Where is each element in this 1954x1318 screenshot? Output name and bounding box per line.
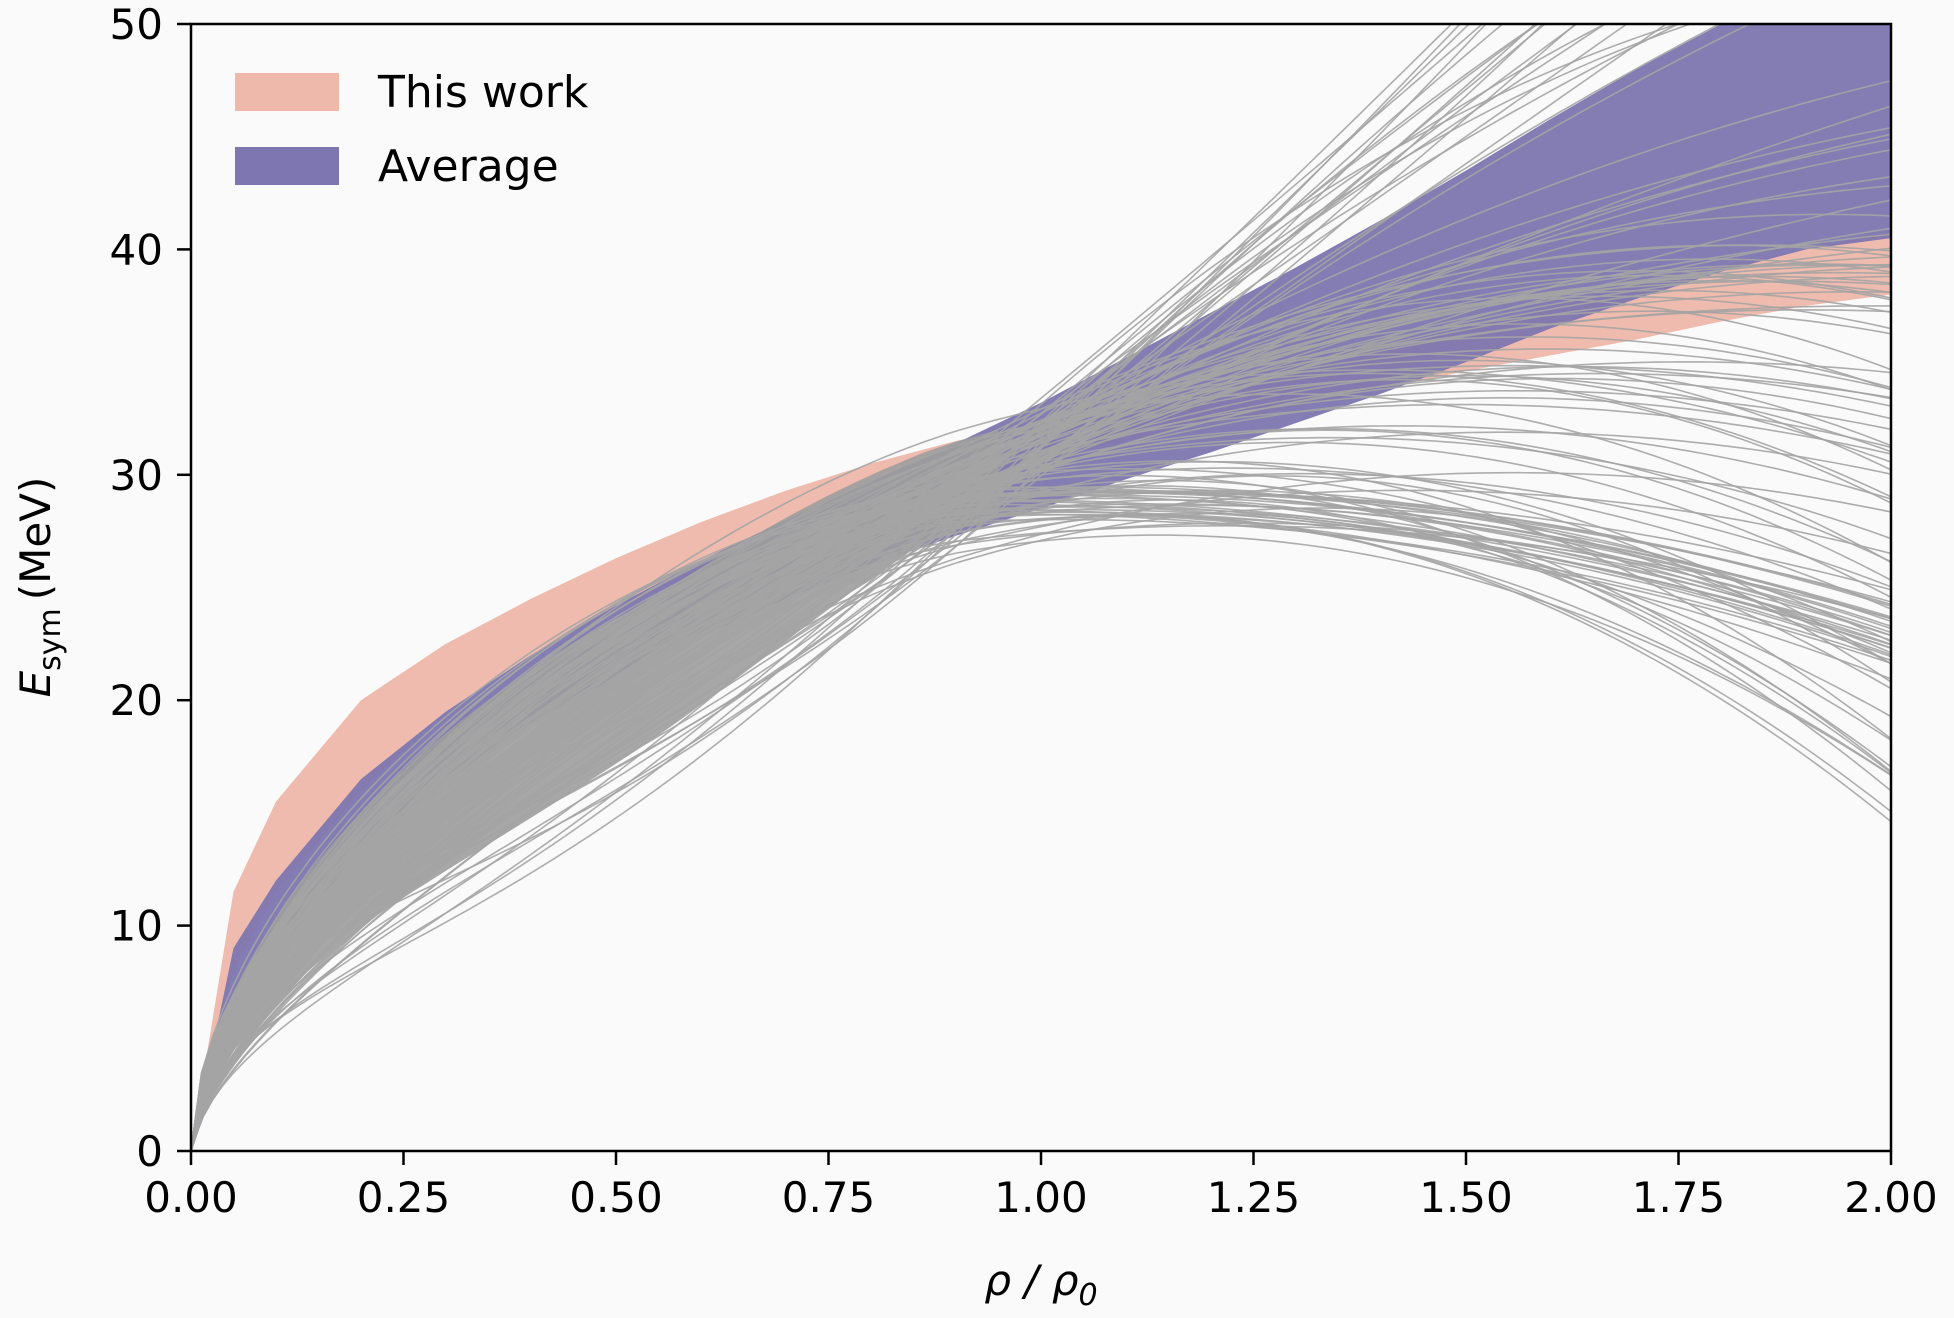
model-curve bbox=[191, 499, 1891, 1151]
model-curve bbox=[191, 500, 1891, 1151]
model-curve bbox=[191, 485, 1891, 1151]
x-tick-label: 1.00 bbox=[994, 1173, 1088, 1222]
model-curve bbox=[191, 522, 1891, 1151]
x-tick-label: 1.25 bbox=[1207, 1173, 1301, 1222]
svg-text:ρ / ρ0: ρ / ρ0 bbox=[984, 1256, 1097, 1313]
model-curve bbox=[191, 378, 1891, 1151]
model-curve bbox=[191, 515, 1891, 1151]
model-curve bbox=[191, 264, 1891, 1151]
model-curve bbox=[191, 436, 1891, 1151]
model-curve bbox=[191, 305, 1891, 1151]
y-tick-label: 10 bbox=[110, 902, 163, 951]
x-axis: 0.00 0.25 0.50 0.75 1.00 1.25 1.50 1.75 2.00 bbox=[144, 1151, 1938, 1222]
x-tick-label: 0.75 bbox=[782, 1173, 876, 1222]
x-tick-label: 1.75 bbox=[1632, 1173, 1726, 1222]
y-tick-label: 50 bbox=[110, 0, 163, 49]
legend-swatch-this-work-accent bbox=[235, 73, 339, 111]
x-axis-label: ρ / ρ0 bbox=[984, 1256, 1097, 1313]
model-curve bbox=[191, 490, 1891, 1151]
model-curve bbox=[191, 474, 1891, 1151]
x-tick-label: 1.50 bbox=[1419, 1173, 1513, 1222]
model-curve bbox=[191, 467, 1891, 1151]
y-tick-label: 40 bbox=[110, 225, 163, 274]
model-curve bbox=[191, 213, 1891, 1151]
model-curve bbox=[191, 348, 1891, 1151]
model-curve bbox=[191, 518, 1891, 1151]
x-tick-label: 0.00 bbox=[144, 1173, 238, 1222]
model-curve bbox=[191, 441, 1891, 1151]
model-curve bbox=[191, 499, 1891, 1151]
legend-swatch-this-work bbox=[235, 73, 339, 111]
legend-label-average: Average bbox=[378, 141, 559, 192]
model-curve bbox=[191, 506, 1891, 1151]
model-curve bbox=[191, 244, 1891, 1151]
x-tick-label: 2.00 bbox=[1844, 1173, 1938, 1222]
y-tick-label: 0 bbox=[136, 1127, 163, 1176]
model-curve bbox=[191, 263, 1891, 1151]
legend-swatch-average bbox=[235, 147, 339, 185]
y-tick-label: 20 bbox=[110, 676, 163, 725]
legend: This work Average bbox=[235, 67, 589, 192]
plot-area bbox=[191, 24, 1891, 1151]
model-curve bbox=[191, 353, 1891, 1151]
y-tick-label: 30 bbox=[110, 451, 163, 500]
legend-label-this-work: This work bbox=[377, 67, 589, 118]
model-curve bbox=[191, 513, 1891, 1151]
y-axis-label: Esym (MeV) bbox=[11, 477, 68, 698]
y-axis: 0 10 20 30 40 50 bbox=[110, 0, 191, 1176]
y-axis-label-unit: (MeV) bbox=[11, 477, 60, 601]
x-tick-label: 0.25 bbox=[357, 1173, 451, 1222]
y-axis-label-main: E bbox=[11, 670, 60, 697]
model-curve bbox=[191, 512, 1891, 1151]
x-tick-label: 0.50 bbox=[569, 1173, 663, 1222]
model-curve bbox=[191, 80, 1891, 1151]
model-curve bbox=[191, 24, 1681, 1151]
x-axis-label-sub: 0 bbox=[1079, 1278, 1098, 1313]
model-curve bbox=[191, 24, 1471, 1151]
curves bbox=[191, 24, 1891, 1151]
x-axis-label-main: ρ / ρ bbox=[984, 1256, 1079, 1305]
model-curve bbox=[191, 24, 1547, 1151]
model-curve bbox=[191, 493, 1891, 1151]
model-curve bbox=[191, 511, 1891, 1151]
model-curve bbox=[191, 24, 1607, 1151]
model-curve bbox=[191, 24, 1504, 1151]
model-curve bbox=[191, 176, 1891, 1151]
svg-text:Esym(MeV): Esym (MeV) bbox=[11, 477, 68, 698]
y-axis-label-sub: sym bbox=[33, 608, 68, 671]
